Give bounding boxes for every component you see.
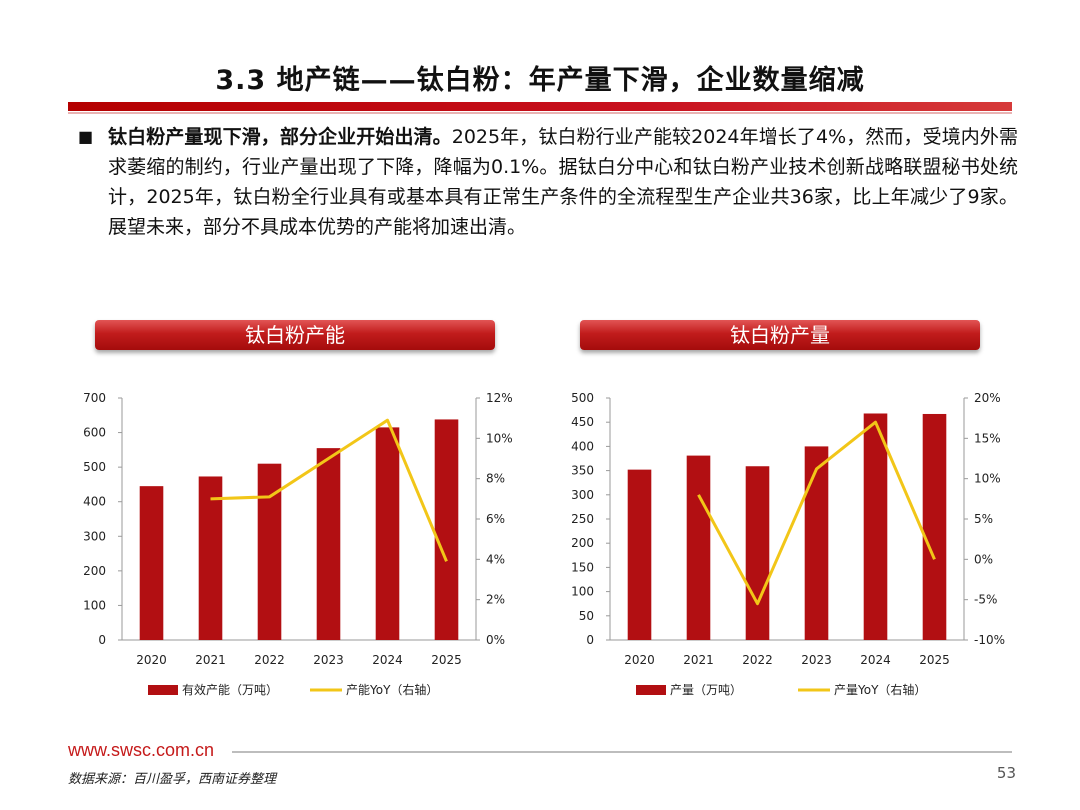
left-tick-label: 450: [571, 415, 594, 429]
bar: [434, 419, 459, 640]
left-tick-label: 300: [571, 488, 594, 502]
x-tick-label: 2020: [136, 653, 167, 667]
left-tick-label: 0: [98, 633, 106, 647]
left-tick-label: 200: [83, 564, 106, 578]
legend-bar-swatch: [636, 685, 666, 695]
bar: [863, 413, 888, 640]
legend-bar-label: 产量（万吨）: [670, 683, 742, 697]
x-tick-label: 2020: [624, 653, 655, 667]
footer-url[interactable]: www.swsc.com.cn: [68, 740, 215, 760]
right-tick-label: 8%: [486, 472, 505, 486]
right-tick-label: 20%: [974, 391, 1001, 405]
right-tick-label: 10%: [486, 431, 513, 445]
bar: [922, 413, 947, 640]
left-tick-label: 500: [571, 391, 594, 405]
bar: [804, 446, 829, 640]
left-tick-label: 100: [83, 598, 106, 612]
left-tick-label: 150: [571, 560, 594, 574]
left-tick-label: 50: [579, 609, 594, 623]
legend-line-label: 产能YoY（右轴）: [346, 682, 438, 697]
right-tick-label: 5%: [974, 512, 993, 526]
bar: [316, 448, 341, 640]
capacity-chart: 0 100 200 300 400 500 600 700 0% 2% 4% 6% 8% 10% 12% 20…: [83, 391, 513, 697]
legend-bar-label: 有效产能（万吨）: [182, 682, 278, 697]
yoy-line: [210, 418, 448, 562]
left-tick-label: 350: [571, 464, 594, 478]
bar: [375, 427, 400, 640]
bar: [627, 469, 652, 640]
bullet-paragraph: ■ 钛白粉产量现下滑，部分企业开始出清。2025年，钛白粉行业产能较2024年增…: [78, 122, 1018, 242]
page-number: 53: [996, 764, 1016, 782]
right-tick-label: -10%: [974, 633, 1005, 647]
legend-line-label: 产量YoY（右轴）: [834, 682, 926, 697]
left-tick-label: 400: [83, 495, 106, 509]
left-tick-label: 700: [83, 391, 106, 405]
bar: [686, 455, 711, 640]
x-tick-label: 2024: [860, 653, 891, 667]
right-tick-label: 0%: [486, 633, 505, 647]
bullet-text: 钛白粉产量现下滑，部分企业开始出清。2025年，钛白粉行业产能较2024年增长了…: [108, 122, 1018, 242]
x-tick-label: 2022: [742, 653, 773, 667]
chart-banner-output: 钛白粉产量: [580, 320, 980, 350]
right-tick-label: 15%: [974, 431, 1001, 445]
output-chart: 0 50 100 150 200 250 300 350 400 450 500 -10% -5% 0% 5…: [571, 391, 1005, 697]
bullet-lead: 钛白粉产量现下滑，部分企业开始出清。: [108, 126, 452, 148]
right-tick-label: 2%: [486, 593, 505, 607]
x-tick-label: 2022: [254, 653, 285, 667]
right-tick-label: 10%: [974, 472, 1001, 486]
x-tick-label: 2023: [801, 653, 832, 667]
square-bullet-icon: ■: [78, 127, 94, 146]
title-rule: [68, 102, 1012, 111]
left-tick-label: 300: [83, 529, 106, 543]
left-tick-label: 100: [571, 585, 594, 599]
bullet-body: 2025年，钛白粉行业产能较2024年增长了4%，然而，受境内外需求萎缩的制约，…: [108, 126, 1018, 238]
x-tick-label: 2025: [431, 653, 462, 667]
x-tick-label: 2021: [683, 653, 714, 667]
footer-source: 数据来源：百川盈孚，西南证券整理: [68, 772, 277, 787]
legend-bar-swatch: [148, 685, 178, 695]
left-tick-label: 400: [571, 439, 594, 453]
slide-title: 3.3 地产链——钛白粉：年产量下滑，企业数量缩减: [215, 65, 865, 96]
left-tick-label: 200: [571, 536, 594, 550]
title-rule-shadow: [68, 112, 1012, 114]
x-tick-label: 2024: [372, 653, 403, 667]
x-tick-label: 2021: [195, 653, 226, 667]
bar: [198, 476, 223, 640]
bar: [139, 486, 164, 640]
bar: [257, 463, 282, 640]
right-tick-label: -5%: [974, 593, 997, 607]
left-tick-label: 600: [83, 426, 106, 440]
right-tick-label: 0%: [974, 552, 993, 566]
bar: [745, 466, 770, 640]
x-tick-label: 2025: [919, 653, 950, 667]
left-tick-label: 500: [83, 460, 106, 474]
left-tick-label: 0: [586, 633, 594, 647]
yoy-line: [697, 420, 936, 606]
right-tick-label: 12%: [486, 391, 513, 405]
footer-rule: [232, 751, 1012, 753]
right-tick-label: 6%: [486, 512, 505, 526]
left-tick-label: 250: [571, 512, 594, 526]
right-tick-label: 4%: [486, 552, 505, 566]
x-tick-label: 2023: [313, 653, 344, 667]
chart-banner-capacity: 钛白粉产能: [95, 320, 495, 350]
